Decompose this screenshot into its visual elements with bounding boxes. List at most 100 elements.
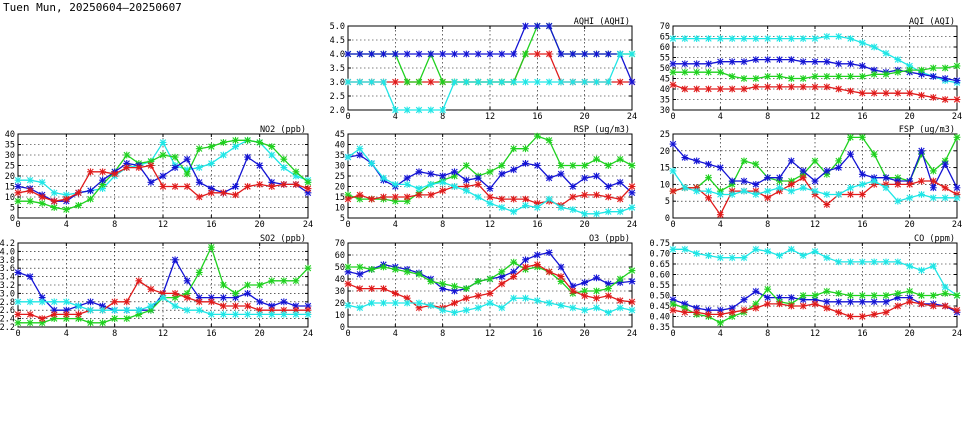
data-point bbox=[764, 83, 772, 91]
data-point bbox=[669, 140, 677, 148]
data-point bbox=[569, 282, 577, 290]
series-cyan bbox=[344, 294, 636, 316]
data-point bbox=[581, 162, 589, 169]
data-point bbox=[752, 83, 760, 91]
x-tick-label: 12 bbox=[158, 329, 168, 339]
data-point bbox=[232, 311, 239, 318]
data-point bbox=[474, 50, 482, 58]
data-point bbox=[681, 85, 689, 93]
data-point bbox=[716, 85, 724, 93]
data-point bbox=[368, 78, 376, 86]
x-tick-label: 12 bbox=[485, 220, 495, 230]
x-tick-label: 4 bbox=[64, 220, 69, 230]
data-point bbox=[894, 68, 902, 76]
grid bbox=[673, 134, 957, 218]
data-point bbox=[87, 306, 94, 314]
data-point bbox=[557, 162, 565, 169]
data-point bbox=[740, 254, 748, 262]
data-point bbox=[764, 194, 772, 202]
data-point bbox=[268, 302, 276, 310]
data-point bbox=[929, 184, 937, 192]
data-point bbox=[533, 22, 541, 30]
data-point bbox=[87, 195, 94, 203]
data-point bbox=[403, 181, 411, 188]
series-red bbox=[669, 81, 961, 103]
series-green bbox=[344, 132, 636, 205]
data-point bbox=[870, 43, 878, 51]
data-point bbox=[474, 304, 482, 312]
data-point bbox=[380, 174, 387, 182]
data-point bbox=[799, 296, 807, 304]
data-point bbox=[628, 306, 636, 314]
data-point bbox=[522, 78, 529, 86]
data-point bbox=[669, 300, 677, 308]
data-point bbox=[256, 181, 264, 188]
data-point bbox=[207, 189, 215, 197]
y-tick-label: 5 bbox=[340, 214, 345, 224]
data-point bbox=[593, 210, 600, 218]
data-point bbox=[533, 199, 541, 207]
data-point bbox=[123, 151, 131, 159]
data-point bbox=[195, 164, 203, 171]
data-point bbox=[823, 58, 831, 66]
data-point bbox=[823, 287, 831, 295]
y-tick-label: 3.0 bbox=[0, 289, 15, 299]
data-point bbox=[356, 285, 364, 292]
y-tick-label: 20 bbox=[335, 299, 345, 309]
data-point bbox=[391, 78, 399, 86]
data-point bbox=[244, 153, 251, 161]
data-point bbox=[14, 189, 22, 197]
data-point bbox=[858, 292, 866, 299]
data-point bbox=[439, 187, 447, 195]
data-point bbox=[823, 33, 831, 40]
data-point bbox=[764, 174, 772, 182]
x-tick-label: 20 bbox=[255, 329, 265, 339]
y-tick-label: 3.6 bbox=[0, 264, 15, 274]
y-tick-label: 2.0 bbox=[330, 106, 345, 116]
data-point bbox=[135, 306, 143, 314]
data-point bbox=[882, 298, 890, 306]
data-point bbox=[882, 49, 890, 57]
data-point bbox=[304, 189, 312, 197]
data-point bbox=[705, 174, 712, 182]
data-point bbox=[368, 266, 376, 273]
data-point bbox=[835, 73, 843, 80]
data-point bbox=[280, 298, 288, 306]
data-point bbox=[545, 174, 553, 182]
data-point bbox=[427, 302, 435, 309]
data-point bbox=[941, 64, 949, 72]
data-point bbox=[75, 302, 82, 310]
data-point bbox=[533, 162, 541, 169]
data-point bbox=[787, 35, 795, 42]
data-point bbox=[147, 306, 155, 314]
data-point bbox=[823, 298, 831, 306]
data-point bbox=[557, 170, 565, 178]
data-point bbox=[147, 162, 155, 169]
data-point bbox=[62, 311, 70, 318]
data-point bbox=[705, 311, 712, 318]
data-point bbox=[232, 302, 239, 310]
data-point bbox=[604, 292, 612, 300]
data-point bbox=[292, 172, 300, 180]
data-point bbox=[894, 302, 902, 310]
data-point bbox=[581, 191, 589, 199]
data-point bbox=[451, 282, 458, 290]
data-point bbox=[628, 204, 636, 211]
data-point bbox=[380, 50, 387, 58]
data-point bbox=[292, 311, 300, 318]
x-tick-label: 24 bbox=[627, 112, 637, 122]
data-point bbox=[451, 78, 458, 86]
chart-title: SO2 (ppb) bbox=[260, 234, 306, 244]
data-point bbox=[183, 290, 191, 297]
data-point bbox=[858, 181, 866, 188]
y-tick-label: 2.4 bbox=[0, 315, 15, 325]
y-tick-label: 2.8 bbox=[0, 298, 15, 308]
chart-co: 0 4 8 12 16 20 240.350.400.450.500.550.600.650… bbox=[650, 234, 963, 339]
data-point bbox=[292, 181, 300, 188]
data-point bbox=[522, 256, 529, 264]
data-point bbox=[75, 202, 82, 209]
data-point bbox=[835, 164, 843, 171]
x-tick-label: 16 bbox=[206, 329, 216, 339]
data-point bbox=[882, 258, 890, 266]
